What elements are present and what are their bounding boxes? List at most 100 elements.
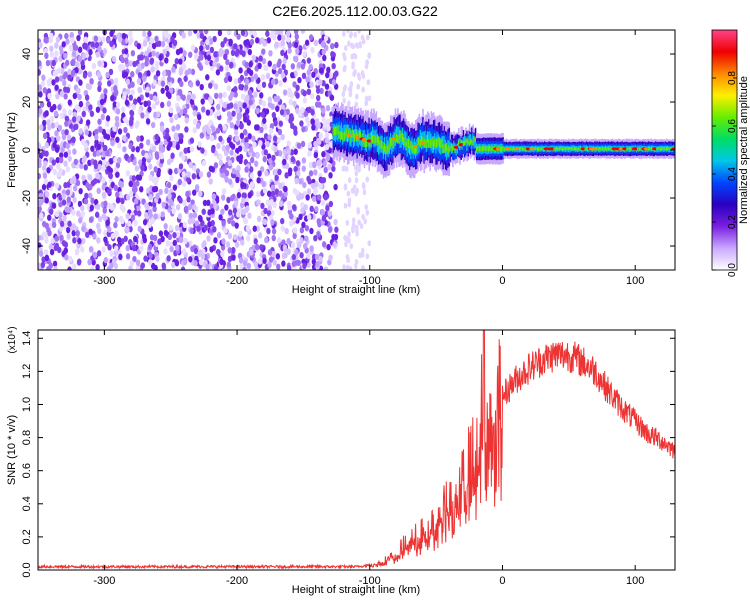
spectrogram-cell xyxy=(291,253,297,261)
spectrogram-cell xyxy=(45,59,51,67)
spectrogram-cell xyxy=(127,220,132,227)
spectrogram-cell xyxy=(96,187,101,195)
spectrogram-cell xyxy=(248,69,254,77)
spectrogram-cell xyxy=(307,178,312,185)
spectrogram-cell xyxy=(108,68,114,76)
spectrogram-cell xyxy=(252,141,257,148)
spectrogram-cell xyxy=(386,146,388,155)
spectrogram-cell xyxy=(222,91,227,98)
spectrogram-cell xyxy=(383,143,386,152)
x-tick-label: 0 xyxy=(499,275,505,287)
spectrogram-cell xyxy=(536,147,539,151)
spectrogram-cell xyxy=(318,255,323,263)
spectrogram-cell xyxy=(282,245,288,253)
spectrogram-cell xyxy=(351,63,355,70)
spectrogram-cell xyxy=(60,146,65,153)
spectrogram-cell xyxy=(178,132,184,140)
spectrogram-cell xyxy=(155,70,161,77)
spectrogram-cell xyxy=(662,146,664,150)
spectrogram-cell xyxy=(128,30,133,38)
spectrogram-cell xyxy=(450,144,453,154)
spectrogram-cell xyxy=(270,103,275,110)
spectrogram-cell xyxy=(42,87,48,94)
spectrogram-cell xyxy=(191,173,197,180)
spectrogram-cell xyxy=(38,250,44,257)
spectrogram-cell xyxy=(274,174,279,182)
spectrogram-cell xyxy=(115,197,121,204)
spectrogram-cell xyxy=(364,203,369,210)
spectrogram-cell xyxy=(235,176,240,184)
spectrogram-cell xyxy=(105,219,110,227)
spectrogram-cell xyxy=(190,217,196,224)
spectrogram-cell xyxy=(46,167,51,174)
spectrogram-cell xyxy=(227,247,232,254)
spectrogram-cell xyxy=(313,39,319,47)
spectrogram-cell xyxy=(365,176,370,183)
spectrogram-cell xyxy=(501,146,503,152)
spectrogram-cell xyxy=(72,263,77,270)
spectrogram-cell xyxy=(329,94,335,101)
spectrogram-cell xyxy=(270,78,276,86)
spectrogram-cell xyxy=(650,146,652,150)
spectrogram-cell xyxy=(479,146,482,151)
spectrogram-cell xyxy=(52,260,58,267)
spectrogram-cell xyxy=(658,146,661,150)
spectrogram-cell xyxy=(315,87,321,94)
spectrogram-cell xyxy=(502,146,504,151)
spectrogram-cell xyxy=(352,130,355,148)
spectrogram-cell xyxy=(42,132,48,140)
spectrogram-cell xyxy=(331,233,336,241)
spectrogram-cell xyxy=(258,55,263,62)
spectrogram-cell xyxy=(44,150,49,157)
spectrogram-cell xyxy=(471,139,473,150)
spectrogram-cell xyxy=(226,84,232,92)
spectrogram-cell xyxy=(188,212,194,220)
spectrogram-cell xyxy=(347,197,352,204)
spectrogram-cell xyxy=(231,220,236,227)
spectrogram-cell xyxy=(50,122,56,129)
spectrogram-cell xyxy=(208,178,213,185)
spectrogram-cell xyxy=(182,199,187,207)
spectrogram-cell xyxy=(477,146,479,151)
spectrogram-cell xyxy=(428,138,430,148)
spectrogram-cell xyxy=(115,191,120,198)
spectrogram-cell xyxy=(89,204,94,212)
spectrogram-cell xyxy=(212,226,217,233)
colorbar: 0.0 0.2 0.4 0.6 0.8 Normalized spectral ampl… xyxy=(711,29,750,277)
spectrogram-cell xyxy=(292,100,297,108)
spectrogram-cell xyxy=(234,222,239,229)
spectrogram-cell xyxy=(251,244,257,251)
spectrogram-cell xyxy=(663,146,666,150)
spectrogram-cell xyxy=(240,93,246,101)
spectrogram-cell xyxy=(44,237,49,244)
spectrogram-cell xyxy=(109,40,114,48)
spectrogram-cell xyxy=(308,34,314,41)
spectrogram-cell xyxy=(64,115,70,123)
spectrogram-cell xyxy=(175,204,181,211)
spectrogram-cell xyxy=(235,119,241,127)
spectrogram-cell xyxy=(321,214,327,222)
spectrogram-cell xyxy=(192,203,197,211)
spectrogram-cell xyxy=(129,118,134,126)
spectrogram-cell xyxy=(188,51,193,58)
spectrogram-cell xyxy=(186,94,192,101)
spectrogram-cell xyxy=(199,54,204,61)
spectrogram-cell xyxy=(105,149,110,157)
spectrogram-cell xyxy=(225,58,230,66)
spectrogram-cell xyxy=(42,119,47,127)
spectrogram-cell xyxy=(38,234,41,242)
spectrogram-cell xyxy=(182,221,188,229)
spectrogram-cell xyxy=(278,190,283,197)
spectrogram-cell xyxy=(56,171,62,179)
spectrogram-cell xyxy=(111,55,117,63)
colorbar-tick-label: 0.4 xyxy=(727,167,738,181)
spectrogram-x-ticks: -300 -200 -100 0 100 xyxy=(93,30,644,287)
spectrogram-cell xyxy=(310,118,315,125)
spectrogram-cell xyxy=(343,132,345,142)
spectrogram-cell xyxy=(124,57,129,64)
spectrogram-cell xyxy=(43,249,49,256)
spectrogram-cell xyxy=(270,190,276,197)
spectrogram-cell xyxy=(97,163,103,171)
spectrogram-cell xyxy=(149,57,155,64)
spectrogram-cell xyxy=(235,48,240,55)
